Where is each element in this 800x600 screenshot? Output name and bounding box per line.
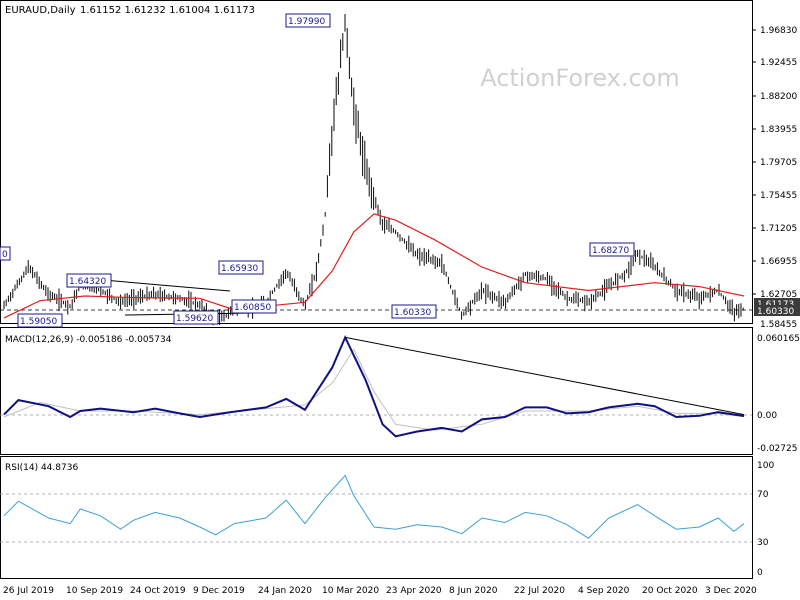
macd-tick-label: -0.02725	[757, 444, 797, 454]
rsi-title: RSI(14) 44.8736	[5, 463, 78, 473]
price-label-feb-high: 1.65930	[221, 264, 258, 274]
macd-panel-frame	[0, 327, 753, 455]
price-label-partial: 0	[2, 250, 8, 260]
price-label-box	[391, 304, 437, 319]
price-label-box	[66, 273, 112, 288]
price-label-box	[218, 260, 264, 275]
price-label-box	[0, 246, 11, 261]
price-tick-label: 1.58455	[760, 320, 797, 330]
price-axis: 1.96830 1.92455 1.88200 1.83955 1.79705 …	[752, 26, 797, 330]
macd-trendline	[345, 336, 745, 416]
rsi-tick-label: 0	[757, 568, 763, 578]
price-label-box	[17, 313, 63, 328]
price-label-box	[173, 310, 219, 325]
macd-tick-label: 0.00	[757, 411, 777, 421]
x-tick-label: 8 Jun 2020	[449, 586, 498, 596]
x-tick-label: 10 Mar 2020	[322, 586, 379, 596]
support-price-tag	[754, 305, 800, 316]
x-tick-label: 22 Jul 2020	[514, 586, 565, 596]
x-tick-label: 20 Oct 2020	[642, 586, 698, 596]
price-annotations: 1.97990 1.68270 1.65930 1.64320 1.60330 …	[0, 13, 635, 328]
x-tick-label: 24 Oct 2019	[130, 586, 186, 596]
price-label-dec-low: 1.59620	[176, 314, 213, 324]
x-tick-label: 23 Apr 2020	[386, 586, 442, 596]
rsi-tick-label: 70	[757, 490, 769, 500]
x-tick-label: 24 Jan 2020	[258, 586, 312, 596]
price-tick-label: 1.92455	[760, 58, 797, 68]
macd-signal-line	[3, 348, 745, 431]
rsi-tick-label: 100	[757, 461, 774, 471]
price-tick-label: 1.62705	[760, 290, 797, 300]
macd-tick-label: 0.060165	[757, 334, 800, 344]
macd-main-line	[3, 334, 745, 438]
price-label-box	[285, 13, 331, 28]
price-label-jul-low: 1.59050	[20, 317, 57, 327]
x-tick-label: 3 Dec 2020	[705, 586, 757, 596]
x-tick-label: 9 Dec 2019	[193, 586, 245, 596]
price-tick-label: 1.75455	[760, 191, 797, 201]
price-label-box	[589, 242, 635, 257]
x-tick-label: 10 Sep 2019	[66, 586, 123, 596]
macd-title: MACD(12,26,9) -0.005186 -0.005734	[5, 335, 172, 345]
price-tick-label: 1.96830	[760, 26, 797, 36]
support-price-label: 1.60330	[757, 307, 794, 317]
price-label-sep-high: 1.64320	[69, 277, 106, 287]
x-tick-label: 4 Sep 2020	[578, 586, 630, 596]
watermark: ActionForex.com	[480, 64, 680, 92]
rsi-tick-label: 30	[757, 538, 769, 548]
price-tick-label: 1.71205	[760, 224, 797, 234]
price-label-high: 1.97990	[288, 17, 325, 27]
header-ohlc: 1.61152 1.61232 1.61004 1.61173	[80, 5, 255, 16]
rsi-panel-frame	[0, 456, 753, 579]
price-tick-label: 1.66955	[760, 257, 797, 267]
rsi-line	[3, 474, 745, 539]
price-label-oct-high: 1.68270	[592, 246, 629, 256]
price-bars	[3, 14, 744, 326]
header-symbol: EURAUD,Daily	[5, 5, 76, 16]
x-axis: 26 Jul 2019 10 Sep 2019 24 Oct 2019 9 De…	[3, 586, 757, 596]
price-tick-label: 1.88200	[760, 92, 797, 102]
price-tick-label: 1.83955	[760, 125, 797, 135]
price-label-jun-low: 1.60330	[394, 308, 431, 318]
x-tick-label: 26 Jul 2019	[3, 586, 54, 596]
price-label-jan-low: 1.60850	[234, 303, 271, 313]
moving-average-line	[3, 213, 745, 319]
price-tick-label: 1.79705	[760, 158, 797, 168]
current-price-tag	[754, 298, 800, 309]
price-label-box	[231, 299, 277, 314]
